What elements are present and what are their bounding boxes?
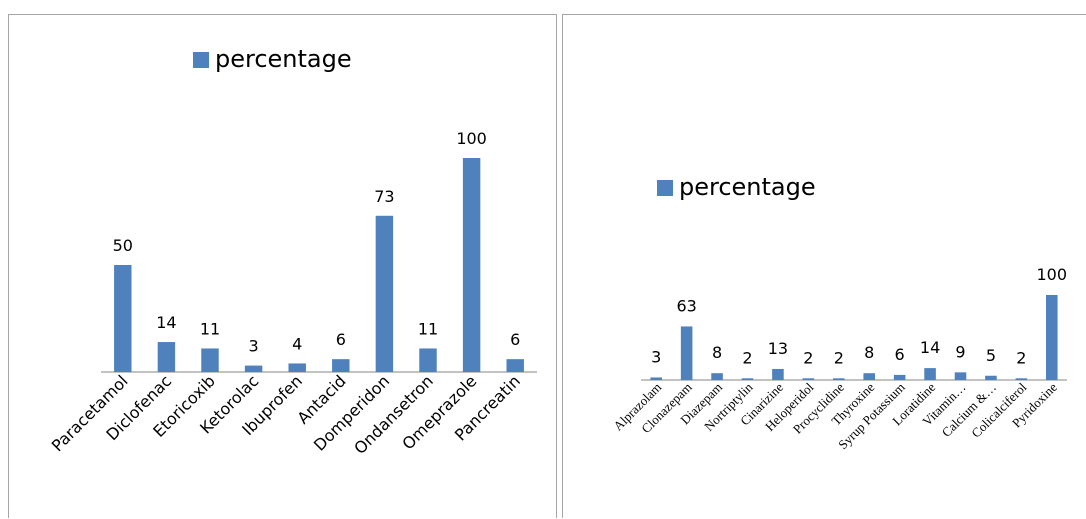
- bar-ibuprofen: [288, 363, 306, 372]
- bar-nortriptylin: [741, 378, 754, 380]
- bar-etoricoxib: [201, 348, 219, 372]
- right-chart-panel: percentage 3 Alprazolam 63 Clonazepam 8 Diazep…: [562, 14, 1086, 518]
- data-label: 50: [113, 236, 133, 255]
- data-label: 2: [803, 348, 813, 367]
- bar-domperidon: [375, 215, 394, 372]
- left-bar-chart: percentage50Paracetamol14Diclofenac11Eto…: [48, 45, 537, 458]
- data-label: 13: [768, 339, 788, 358]
- bar-colicalciferol: [1015, 378, 1028, 380]
- bar-clonazepam: [680, 326, 693, 380]
- bar-cinarizine: [772, 368, 784, 380]
- bar-ketorolac: [244, 365, 263, 372]
- data-label: 11: [200, 319, 220, 338]
- data-label: 11: [418, 319, 438, 338]
- legend-label: percentage: [215, 45, 352, 73]
- bar-diclofenac: [157, 342, 176, 372]
- bar-paracetamol: [114, 265, 132, 372]
- bar-pancreatin: [506, 359, 524, 372]
- data-label: 63: [676, 296, 696, 315]
- data-label: 73: [374, 187, 394, 206]
- data-label: 4: [292, 334, 302, 353]
- bar-loratidine: [924, 368, 936, 380]
- data-label: 6: [510, 330, 520, 349]
- data-label: 3: [651, 347, 661, 366]
- right-bar-chart: percentage3Alprazolam63Clonazepam8Diazep…: [610, 173, 1068, 452]
- left-chart-panel: percentage 50 Paracetamol 14 Diclofenac 11 Eto…: [8, 14, 557, 518]
- bar-alprazolam: [650, 377, 662, 380]
- bar-vitamin: [954, 372, 967, 380]
- bar-antacid: [332, 359, 350, 372]
- legend-label: percentage: [679, 173, 816, 201]
- data-label: 100: [1037, 265, 1068, 284]
- bar-heloperidol: [802, 378, 815, 380]
- data-label: 2: [742, 348, 752, 367]
- data-label: 6: [336, 330, 346, 349]
- bar-thyroxine: [863, 373, 875, 380]
- data-label: 6: [895, 345, 905, 364]
- data-label: 2: [1016, 348, 1026, 367]
- data-label: 3: [249, 337, 259, 356]
- bar-pyridoxine: [1046, 295, 1058, 380]
- bar-syrup-potassium: [893, 374, 906, 380]
- bar-diazepam: [711, 373, 723, 380]
- bar-calcium: [985, 375, 997, 380]
- legend-swatch: [657, 180, 673, 196]
- data-label: 9: [955, 342, 965, 361]
- data-label: 8: [864, 343, 874, 362]
- bar-procyclidine: [833, 378, 845, 380]
- data-label: 5: [986, 346, 996, 365]
- legend: percentage: [193, 45, 352, 73]
- data-label: 8: [712, 343, 722, 362]
- bar-omeprazole: [462, 158, 481, 372]
- data-label: 2: [834, 348, 844, 367]
- bar-ondansetron: [419, 348, 437, 372]
- legend: percentage: [657, 173, 816, 201]
- data-label: 14: [156, 313, 176, 332]
- data-label: 100: [456, 129, 487, 148]
- data-label: 14: [920, 338, 940, 357]
- legend-swatch: [193, 52, 209, 68]
